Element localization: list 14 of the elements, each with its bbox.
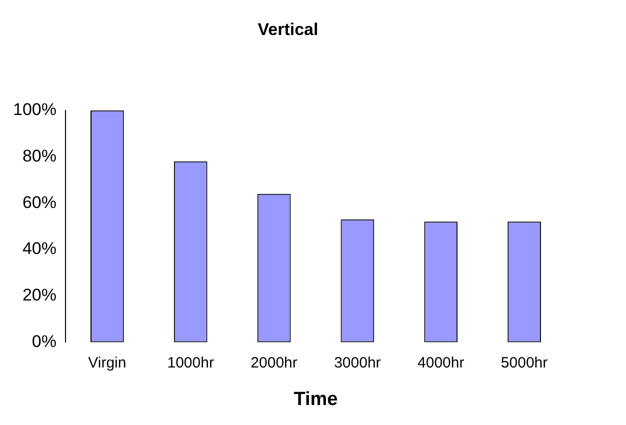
x-tick-label: 1000hr <box>167 354 214 372</box>
y-tick-label: 0% <box>32 332 56 351</box>
y-tick-label: 100% <box>12 100 56 120</box>
y-tick-label: 60% <box>22 192 56 212</box>
x-tick-label: 4000hr <box>418 354 464 372</box>
chart-title: Vertical <box>258 20 318 39</box>
x-tick-label: 3000hr <box>334 354 381 372</box>
x-tick-label: 5000hr <box>500 354 548 372</box>
x-axis-title: Time <box>294 388 338 410</box>
y-tick-label: 20% <box>22 286 56 305</box>
y-tick-label: 40% <box>22 239 56 258</box>
y-tick-label: 80% <box>22 146 56 166</box>
x-tick-label: 2000hr <box>250 354 298 372</box>
x-tick-label: Virgin <box>88 354 126 372</box>
